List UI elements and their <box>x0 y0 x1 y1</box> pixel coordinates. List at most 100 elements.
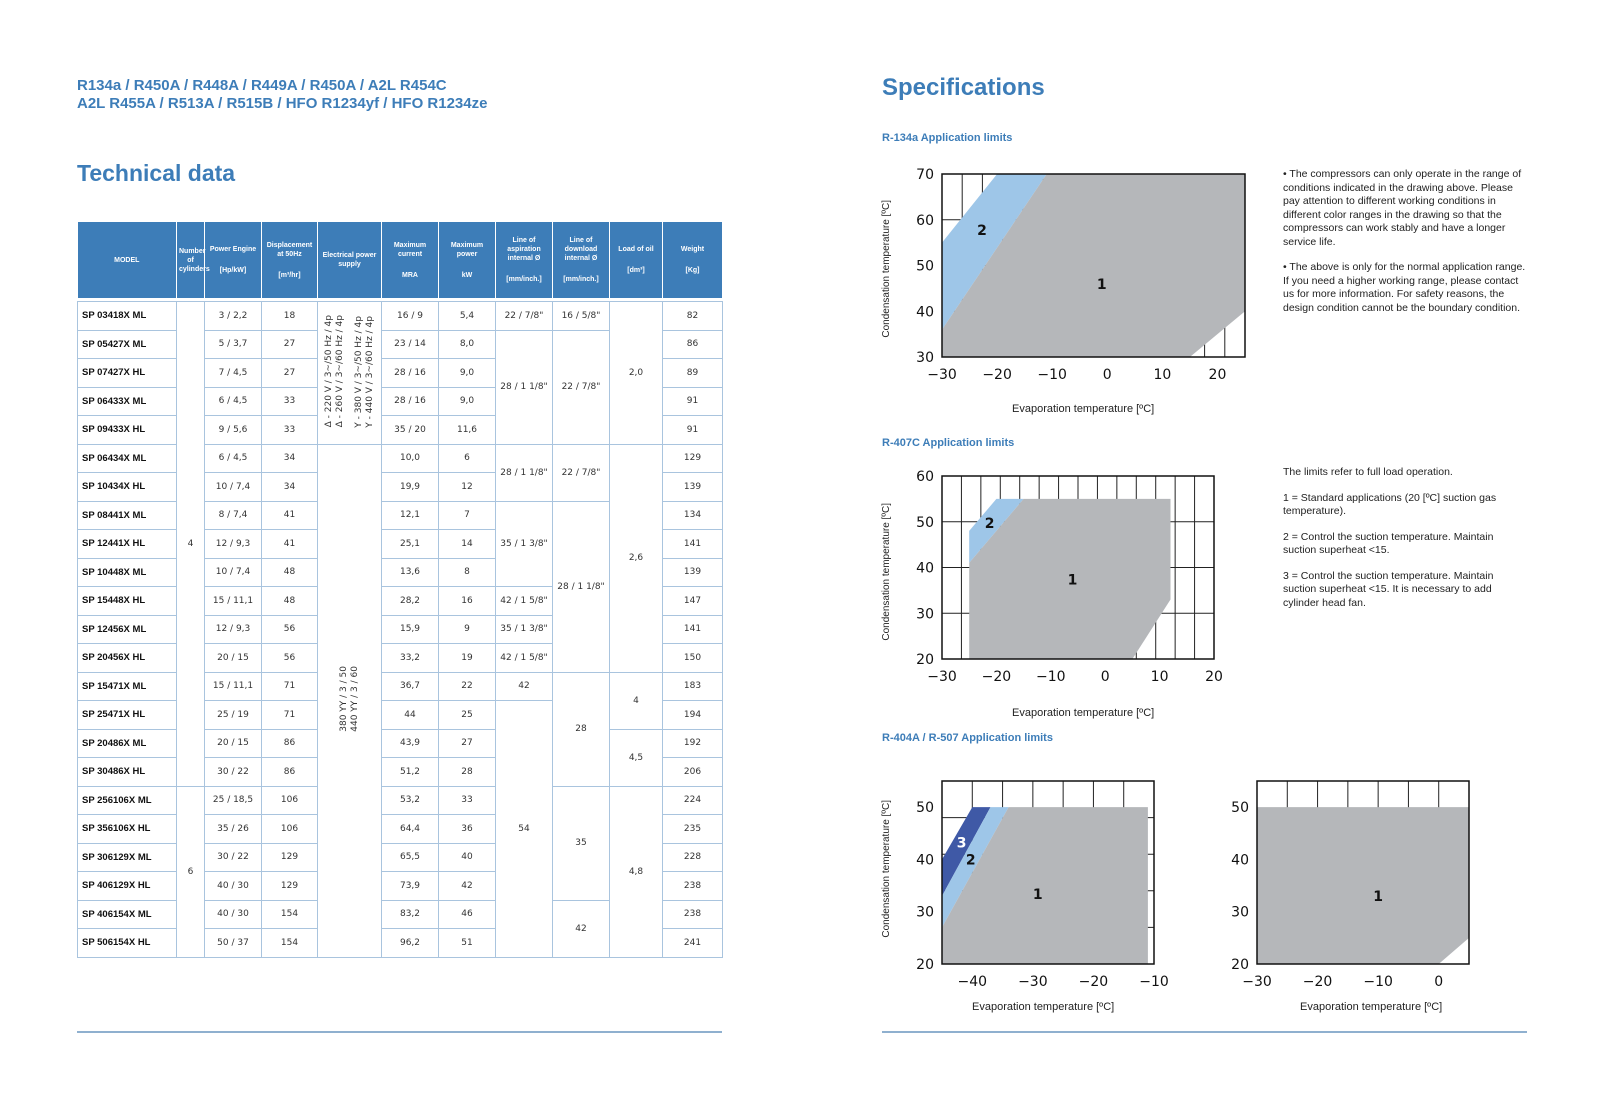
table-cell: 9,0 <box>438 358 496 388</box>
model-cell: SP 09433X HL <box>77 415 177 445</box>
table-cell: 91 <box>662 386 723 416</box>
x-tick-label: −20 <box>1303 974 1333 990</box>
region-label: 1 <box>1373 889 1383 905</box>
technical-data-table: MODEL Number of cylinders Power Engine [Hp/… <box>77 222 723 958</box>
table-cell: 7 <box>438 500 496 530</box>
table-cell: 183 <box>662 671 723 701</box>
model-cell: SP 07427X HL <box>77 358 177 388</box>
table-cell: 64,4 <box>381 814 439 844</box>
table-row: SP 03418X ML 4 3 / 2,2 18 Δ - 220 V / 3~/50 … <box>77 301 723 787</box>
merged-cell: 35 / 1 3/8" <box>495 614 553 644</box>
model-cell: SP 30486X HL <box>77 757 177 787</box>
model-cell: SP 10434X HL <box>77 472 177 502</box>
merged-cell: 22 / 7/8" <box>495 301 553 331</box>
table-cell: 56 <box>261 643 318 673</box>
table-row: SP 256106X ML 6 25 / 18,5 106 53,2 33 35 4,8 224 <box>77 785 723 958</box>
table-row: SP 20486X ML 20 / 15 86 43,9 27 4,5 192 <box>77 728 723 787</box>
x-tick-label: −40 <box>958 974 988 990</box>
table-cell: 129 <box>261 871 318 901</box>
table-header-cell: Line of download internal Ø [mm/inch.] <box>552 222 610 298</box>
technical-data-title: Technical data <box>77 160 236 186</box>
table-cell: 36 <box>438 814 496 844</box>
table-cell: 23 / 14 <box>381 329 439 359</box>
x-tick-label: 0 <box>1434 974 1443 990</box>
table-cell: 91 <box>662 415 723 445</box>
table-cell: 30 / 22 <box>204 842 262 872</box>
table-cell: 71 <box>261 700 318 730</box>
table-cell: 22 <box>438 671 496 701</box>
specifications-title: Specifications <box>882 74 1045 101</box>
y-tick-label: 20 <box>916 652 934 668</box>
merged-cell: 380 YY / 3 / 50 440 YY / 3 / 60 <box>317 443 382 958</box>
table-header-cell: Displacement at 50Hz [m³/hr] <box>261 222 318 298</box>
model-cell: SP 10448X ML <box>77 557 177 587</box>
table-cell: 3 / 2,2 <box>204 301 262 331</box>
xlabel-r404a-left: Evaporation temperature [ºC] <box>972 1001 1115 1013</box>
table-cell: 43,9 <box>381 728 439 758</box>
table-cell: 238 <box>662 871 723 901</box>
note-r134a-2: • The above is only for the normal appli… <box>1283 261 1526 314</box>
y-tick-label: 50 <box>1231 800 1249 816</box>
table-cell: 19,9 <box>381 472 439 502</box>
model-cell: SP 20456X HL <box>77 643 177 673</box>
x-tick-label: −30 <box>927 669 957 685</box>
electrical-supply-yy: 380 YY / 3 / 50 440 YY / 3 / 60 <box>338 666 360 732</box>
table-cell: 150 <box>662 643 723 673</box>
refrigerant-line-1: R134a / R450A / R448A / R449A / R450A / … <box>77 77 447 94</box>
y-tick-label: 60 <box>916 470 934 485</box>
table-row: SP 356106X HL 35 / 26 106 64,4 36 235 <box>77 814 723 844</box>
plot-frame <box>941 475 1215 660</box>
table-cell: 16 / 9 <box>381 301 439 331</box>
table-cell: 241 <box>662 928 723 958</box>
table-cell: 129 <box>662 443 723 473</box>
model-cell: SP 20486X ML <box>77 728 177 758</box>
y-tick-label: 50 <box>916 515 934 531</box>
table-cell: 41 <box>261 529 318 559</box>
table-row: SP 06434X ML 6 / 4,5 34 380 YY / 3 / 50 440… <box>77 443 723 958</box>
table-cell: 6 / 4,5 <box>204 386 262 416</box>
merged-cell: 22 / 7/8" <box>552 329 610 445</box>
table-cell: 35 / 20 <box>381 415 439 445</box>
merged-cell: 28 / 1 1/8" <box>495 443 553 502</box>
region-1 <box>969 498 1171 659</box>
table-row: SP 406154X ML 40 / 30 154 83,2 46 42 238 <box>77 899 723 958</box>
merged-cell: 4,8 <box>609 785 663 958</box>
table-cell: 34 <box>261 472 318 502</box>
table-cell: 228 <box>662 842 723 872</box>
table-header-label: Line of download internal Ø <box>564 237 598 262</box>
table-cell: 46 <box>438 899 496 929</box>
table-header-label: Displacement at 50Hz <box>266 241 313 258</box>
table-cell: 83,2 <box>381 899 439 929</box>
table-cell: 28 / 16 <box>381 358 439 388</box>
table-row: SP 12456X ML 12 / 9,3 56 15,9 9 35 / 1 3/8" 14… <box>77 614 723 644</box>
table-cell: 71 <box>261 671 318 701</box>
table-cell: 141 <box>662 614 723 644</box>
table-header-label: Power Engine <box>209 246 257 253</box>
table-cell: 25 / 19 <box>204 700 262 730</box>
model-cell: SP 406154X ML <box>77 899 177 929</box>
table-cell: 235 <box>662 814 723 844</box>
merged-cell: 6 <box>176 785 205 958</box>
region-label: 3 <box>957 835 967 851</box>
model-cell: SP 256106X ML <box>77 785 177 815</box>
table-header-row: MODEL Number of cylinders Power Engine [Hp/… <box>77 222 723 298</box>
table-cell: 139 <box>662 472 723 502</box>
y-tick-label: 20 <box>916 957 934 973</box>
merged-cell: 16 / 5/8" <box>552 301 610 331</box>
y-tick-label: 70 <box>916 168 934 183</box>
chart-title-r407c: R-407C Application limits <box>882 437 1015 449</box>
table-cell: 40 / 30 <box>204 899 262 929</box>
model-cell: SP 03418X ML <box>77 301 177 331</box>
y-tick-label: 60 <box>916 213 934 229</box>
table-cell: 10,0 <box>381 443 439 473</box>
table-cell: 82 <box>662 301 723 331</box>
electrical-supply-star: Y - 380 V / 3~/50 Hz / 4p Y - 440 V / 3~… <box>353 315 375 428</box>
table-cell: 16 <box>438 586 496 616</box>
chart-r404a-right: 1 −30 −20 −10 0 20 30 40 50 <box>1231 780 1470 990</box>
region-1 <box>1257 807 1469 964</box>
table-cell: 34 <box>261 443 318 473</box>
table-cell: 206 <box>662 757 723 787</box>
table-header-label: Number of cylinders <box>179 247 210 273</box>
model-cell: SP 06434X ML <box>77 443 177 473</box>
table-cell: 33,2 <box>381 643 439 673</box>
